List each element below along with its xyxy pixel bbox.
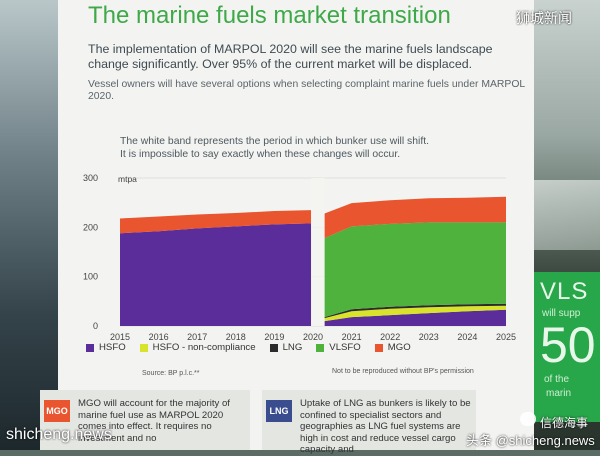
chart-note: The white band represents the period in …	[120, 135, 530, 161]
watermark-wechat: 信德海事	[540, 416, 589, 430]
x-tick-label-2021: 2021	[342, 332, 362, 342]
watermark-left: shicheng.news	[6, 426, 112, 443]
watermark-right: 头条 @shicheng.news	[466, 433, 595, 448]
x-tick-label-2018: 2018	[226, 332, 246, 342]
chart-source: Source: BP p.l.c.**	[142, 370, 200, 377]
mgo-info-box: MGO MGO will account for the majority of…	[40, 390, 250, 450]
x-tick-label-2024: 2024	[457, 332, 477, 342]
x-tick-label-2019: 2019	[264, 332, 284, 342]
legend-item-hsfo-non-compliance: HSFO - non-compliance	[139, 342, 256, 353]
area-hsfo-pre	[120, 223, 312, 326]
poster: The marine fuels market transition The i…	[58, 0, 534, 450]
watermark-top: 狮城新闻	[516, 10, 572, 26]
y-tick-label-200: 200	[83, 222, 98, 232]
permission-note: Not to be reproduced without BP's permis…	[332, 368, 474, 375]
area-hsfo-post	[324, 309, 506, 326]
lng-info-text: Uptake of LNG as bunkers is likely to be…	[300, 398, 471, 455]
y-tick-label-0: 0	[93, 321, 98, 331]
side-panel-caption: of the	[544, 374, 570, 385]
lng-info-box: LNG Uptake of LNG as bunkers is likely t…	[262, 390, 476, 455]
area-mgo-post	[324, 196, 506, 239]
legend-swatch	[316, 343, 325, 352]
legend-swatch	[86, 343, 94, 352]
area-hsfo-non-compliance-post	[324, 305, 506, 322]
side-panel-figure: 50	[540, 317, 596, 373]
poster-title: The marine fuels market transition	[88, 2, 451, 29]
y-tick-label-100: 100	[83, 272, 98, 282]
x-tick-label-2020: 2020	[303, 332, 323, 342]
chart-legend: HSFO HSFO - non-compliance LNG VLSFO MGO	[86, 342, 411, 353]
legend-item-lng: LNG	[269, 342, 303, 353]
side-panel-caption-2: marin	[546, 388, 572, 399]
legend-label: VLSFO	[329, 342, 361, 353]
x-tick-label-2023: 2023	[419, 332, 439, 342]
legend-label: HSFO - non-compliance	[152, 342, 256, 353]
mgo-info-text: MGO will account for the majority of mar…	[78, 398, 230, 444]
lng-tag: LNG	[266, 400, 292, 422]
chart-note-line-1: The white band represents the period in …	[120, 136, 429, 147]
y-tick-label-300: 300	[83, 173, 98, 183]
y-axis-unit: mtpa	[118, 174, 137, 184]
x-tick-label-2022: 2022	[380, 332, 400, 342]
legend-item-vlsfo: VLSFO	[316, 342, 361, 353]
area-vlsfo-post	[324, 222, 506, 318]
vlsfo-side-panel: VLS will supp 50 of the marin	[534, 272, 600, 422]
legend-swatch	[139, 343, 148, 352]
x-tick-label-2015: 2015	[110, 332, 130, 342]
legend-swatch	[374, 343, 383, 352]
x-tick-label-2016: 2016	[149, 332, 169, 342]
area-lng-post	[324, 303, 506, 319]
legend-item-mgo: MGO	[374, 342, 411, 353]
poster-lead: The implementation of MARPOL 2020 will s…	[88, 42, 493, 71]
wechat-icon	[520, 412, 536, 426]
legend-label: MGO	[387, 342, 411, 353]
left-poster-photo	[0, 0, 60, 450]
legend-label: LNG	[282, 342, 303, 353]
legend-label: HSFO	[99, 342, 126, 353]
transition-band	[311, 178, 325, 326]
legend-swatch	[269, 343, 278, 352]
legend-item-hsfo: HSFO	[86, 342, 126, 353]
chart-note-line-2: It is impossible to say exactly when the…	[120, 149, 401, 160]
mgo-tag: MGO	[44, 400, 70, 422]
fuel-demand-area-chart: 0 100 200 300 mtpa 2015 2016 2017 2018 2019 2020 20…	[83, 173, 516, 342]
side-panel-heading: VLS	[540, 278, 589, 305]
poster-lead-secondary: Vessel owners will have several options …	[88, 79, 525, 102]
ship-image	[530, 180, 600, 250]
side-panel-subtext: will supp	[542, 308, 581, 319]
x-tick-label-2017: 2017	[187, 332, 207, 342]
chart-container: 0 100 200 300 mtpa 2015 2016 2017 2018 2019 2020 20…	[68, 168, 528, 378]
x-tick-label-2025: 2025	[496, 332, 516, 342]
area-mgo-pre	[120, 210, 312, 234]
